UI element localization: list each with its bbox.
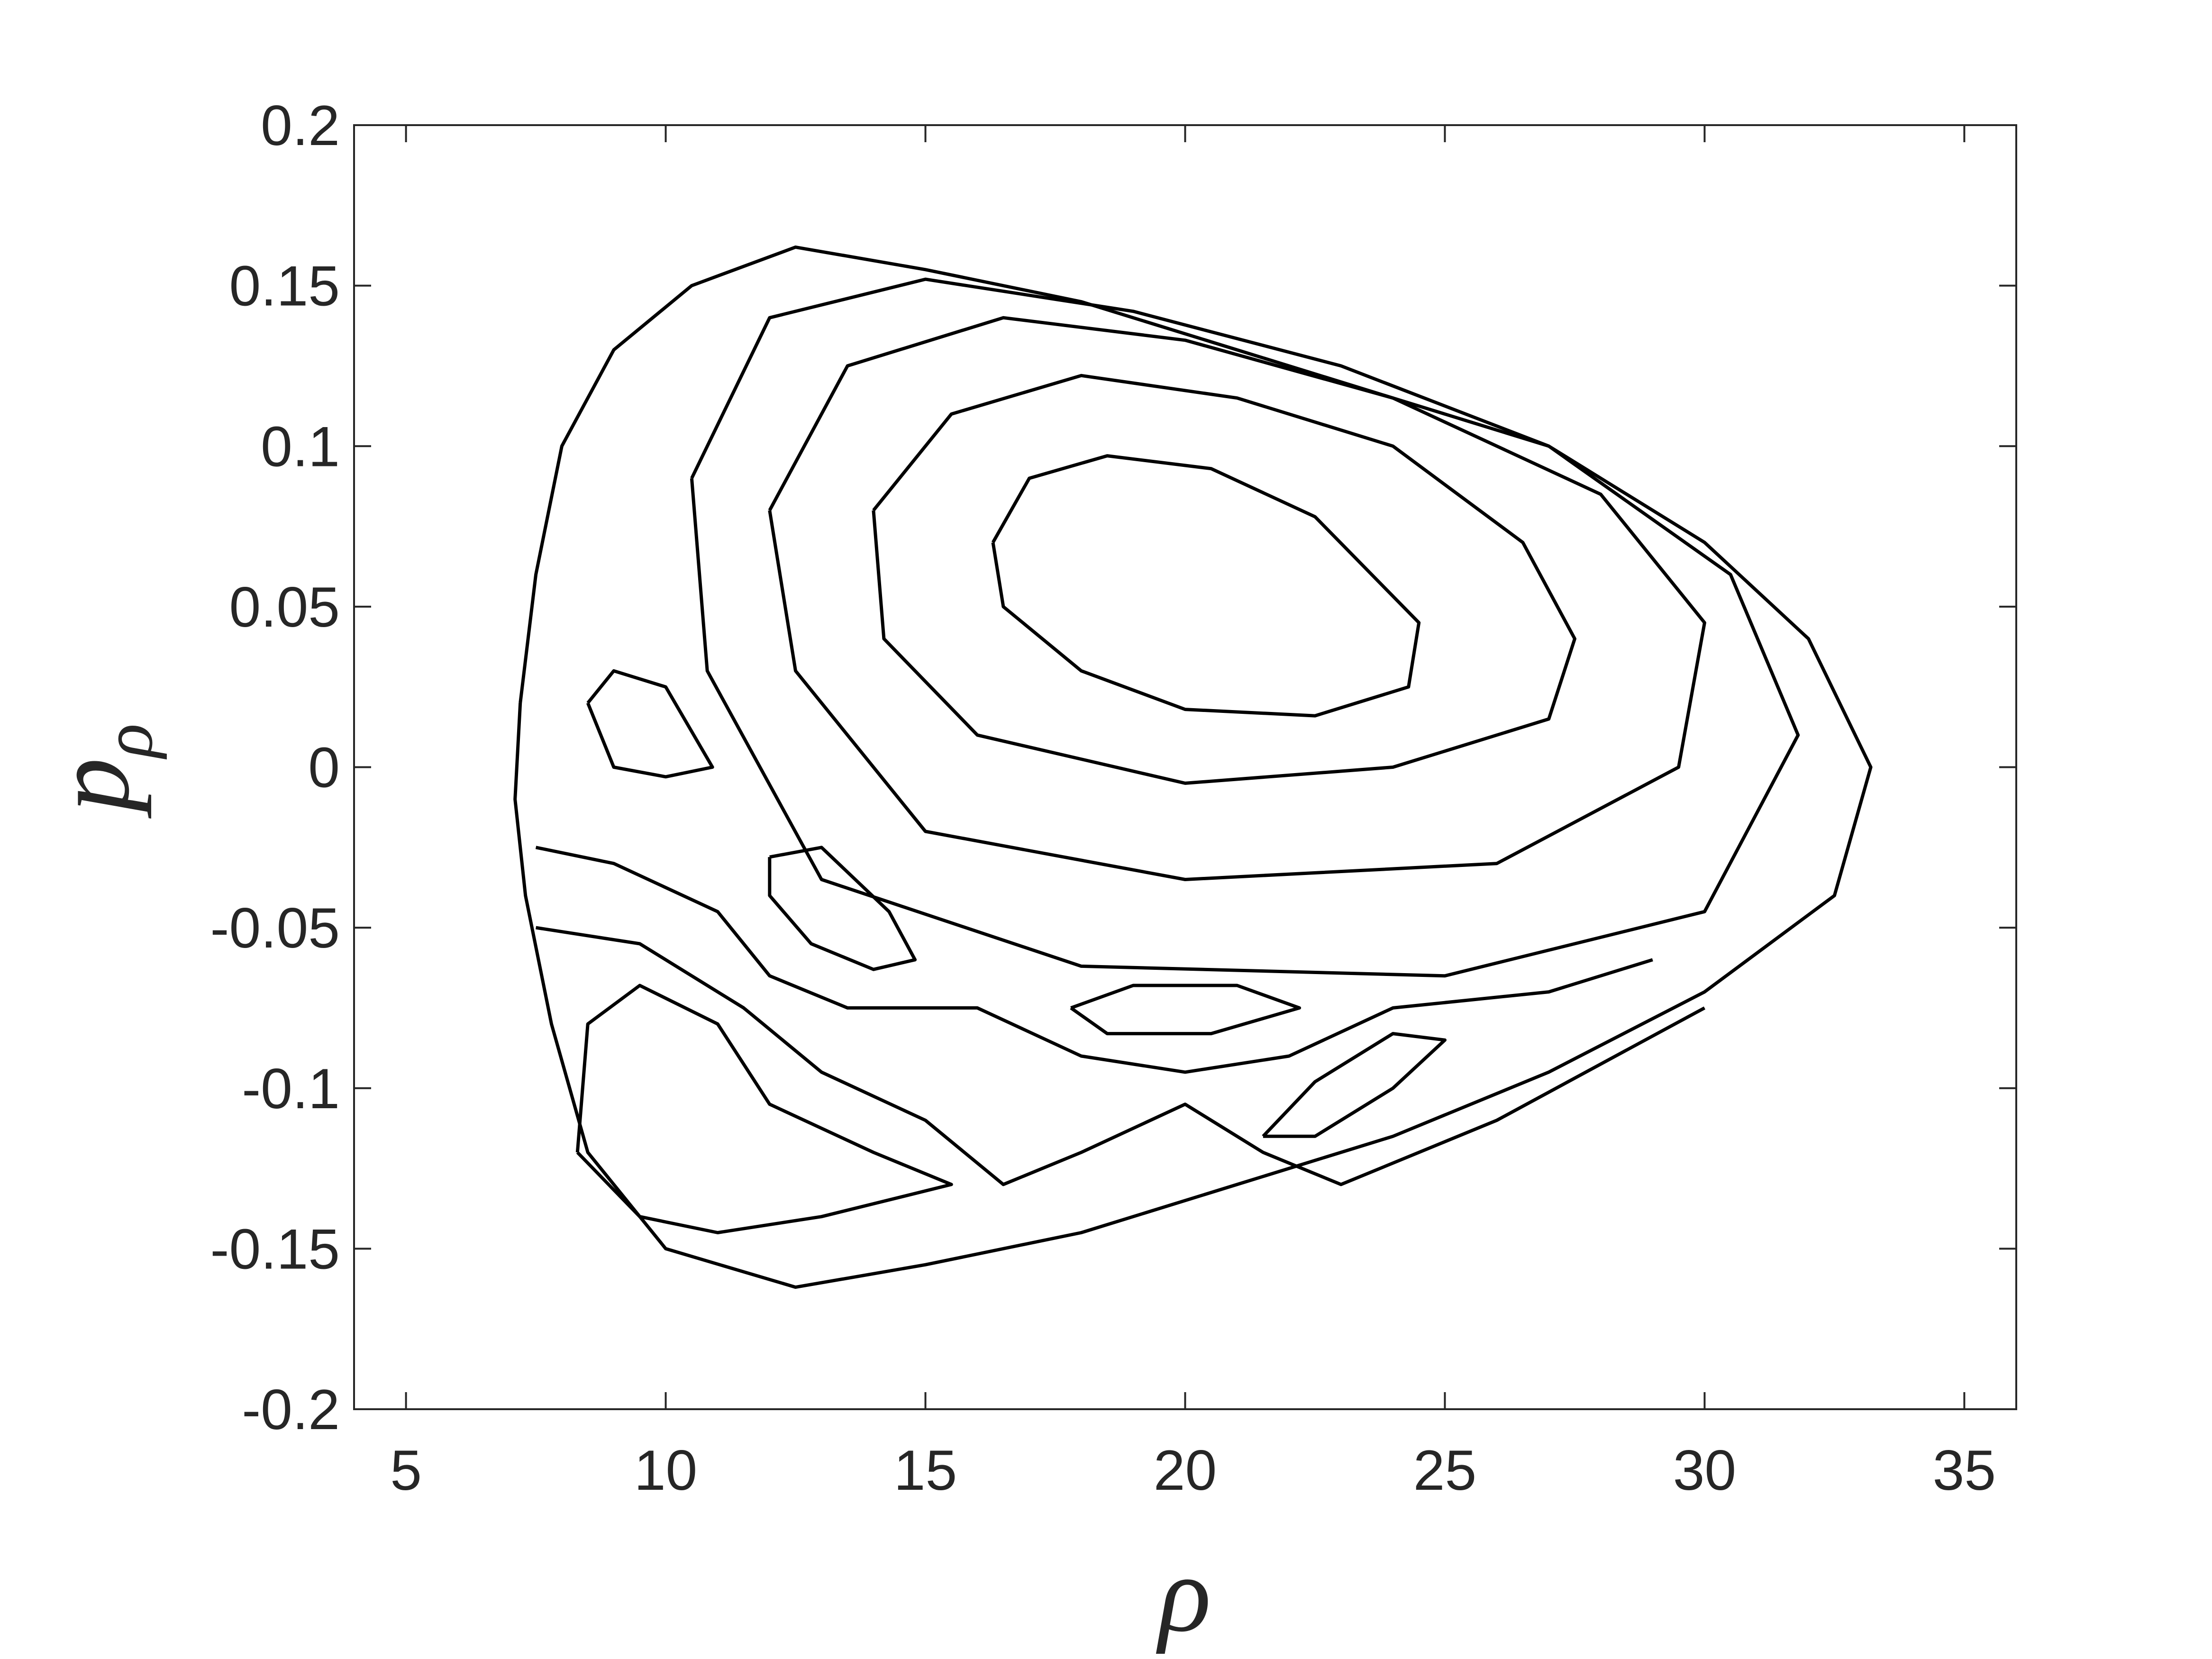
orbit-curve [1262,1032,1447,1138]
y-tick-label: 0.2 [261,94,340,157]
y-tick-label: 0 [308,736,340,800]
orbit-curve [575,984,953,1234]
y-tick-label: -0.2 [242,1378,340,1441]
y-tick-label: -0.05 [210,896,340,960]
y-axis-label: pρ [31,724,167,819]
orbit-curve [536,926,1706,1186]
orbit-curve [1070,984,1302,1036]
x-tick-label: 30 [1673,1439,1736,1502]
orbit-curve [513,245,1873,1289]
y-tick-label: 0.1 [261,415,340,478]
y-axis-label-base: p [31,758,152,819]
orbit-curve [586,669,714,779]
orbit-curve [535,846,1653,1074]
y-tick-label: 0.15 [229,255,340,318]
x-tick-label: 35 [1933,1439,1996,1502]
x-tick-label: 20 [1154,1439,1217,1502]
y-axis-label-sub: ρ [89,724,167,760]
x-axis-label: ρ [1156,1533,1211,1654]
orbit-curve [690,277,1800,978]
y-tick-label: -0.1 [242,1057,340,1121]
orbit-curve [872,374,1576,785]
orbit-curve [991,454,1421,718]
orbit-curve [768,846,917,971]
y-tick-label: 0.05 [229,575,340,639]
y-tick-label: -0.15 [210,1217,340,1281]
orbit-curve [768,316,1706,881]
x-tick-label: 15 [894,1439,957,1502]
x-tick-label: 5 [390,1439,422,1502]
plot-frame [353,124,2017,1410]
x-tick-label: 10 [634,1439,697,1502]
x-tick-label: 25 [1413,1439,1476,1502]
